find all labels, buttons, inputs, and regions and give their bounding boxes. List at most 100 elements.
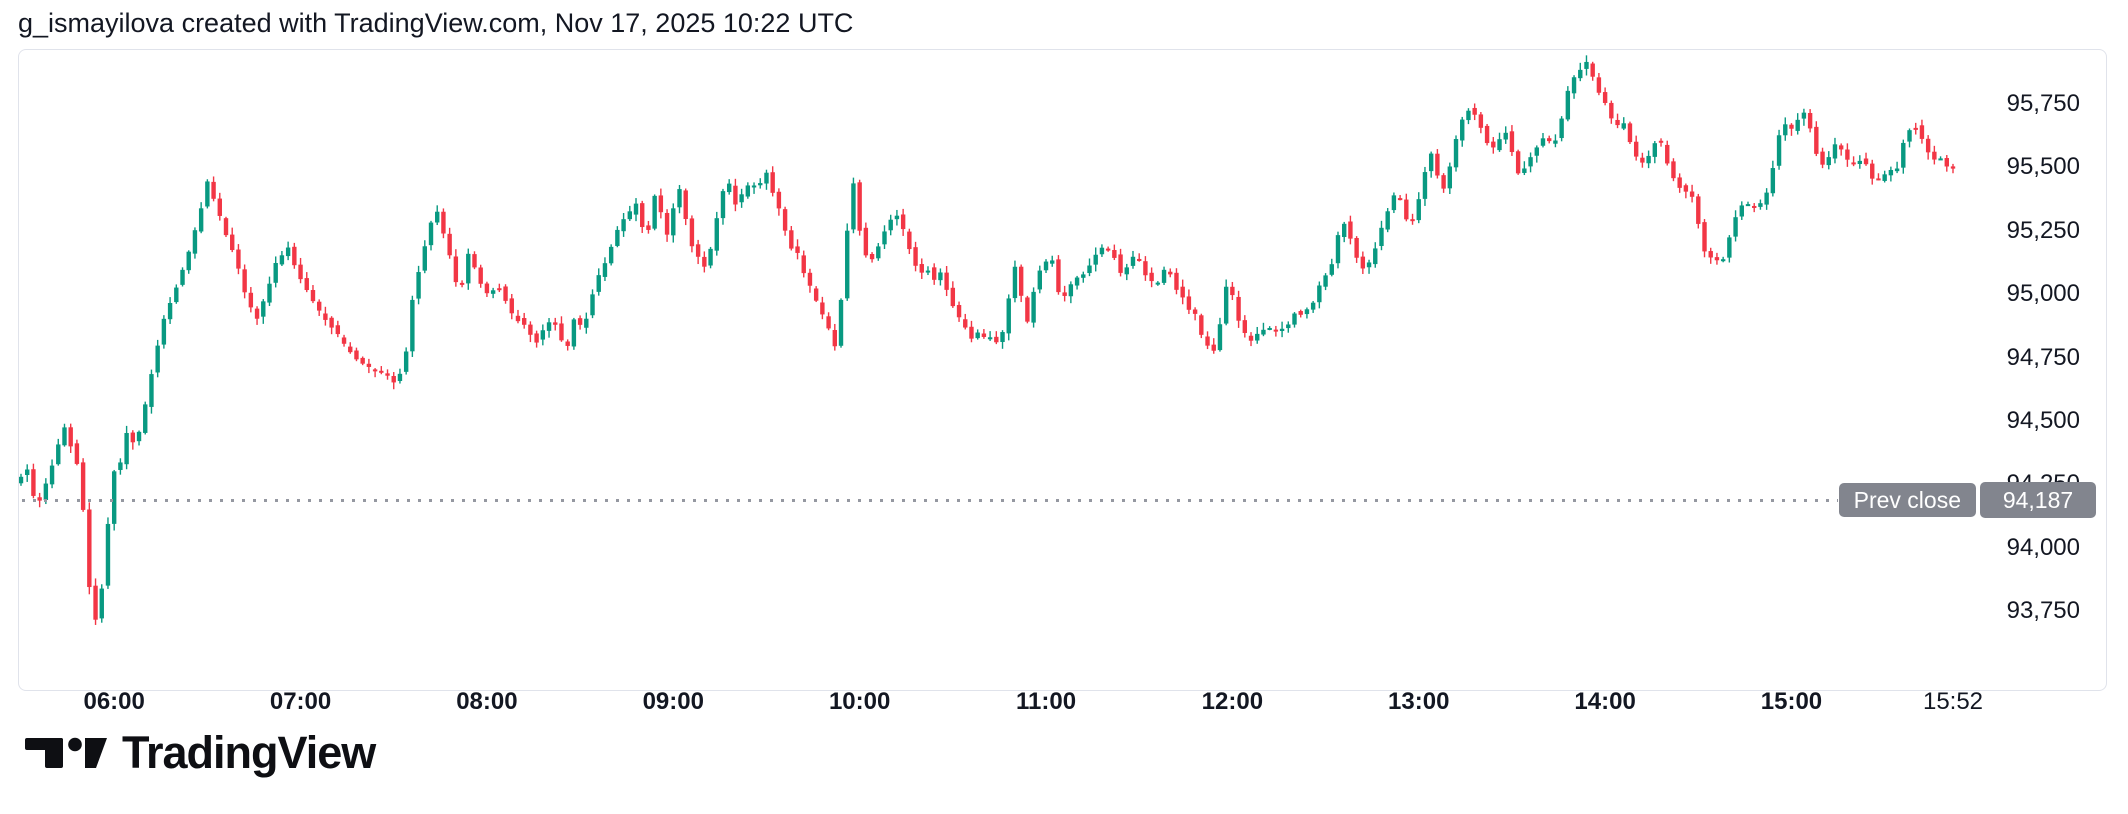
candle — [553, 317, 558, 331]
candle — [1211, 338, 1216, 354]
candle — [1491, 137, 1496, 154]
candle — [1410, 213, 1415, 225]
candle — [758, 178, 763, 189]
candle — [1515, 149, 1521, 175]
candle — [1155, 281, 1161, 286]
candle — [1124, 263, 1129, 281]
candle — [1037, 265, 1042, 294]
price-tick-label: 95,750 — [2006, 90, 2080, 117]
candle — [1329, 258, 1334, 277]
candle — [1056, 255, 1061, 295]
candle — [1242, 315, 1248, 338]
candle — [1764, 188, 1769, 210]
candle — [1857, 155, 1863, 169]
candle — [776, 188, 782, 216]
candle — [540, 324, 546, 346]
candle — [838, 298, 844, 348]
candle — [1192, 307, 1198, 321]
candle — [1950, 163, 1956, 174]
snapshot-title: g_ismayilova created with TradingView.co… — [18, 8, 854, 38]
candle — [1217, 317, 1223, 352]
candle — [1093, 247, 1098, 272]
candle — [1360, 251, 1366, 274]
candle — [1248, 332, 1254, 347]
candle — [174, 284, 179, 304]
candle — [74, 439, 80, 466]
candle — [124, 425, 129, 470]
candle — [1168, 268, 1173, 278]
candle — [1180, 279, 1185, 305]
candle — [646, 220, 651, 234]
candle — [1186, 289, 1192, 315]
candle — [1223, 279, 1229, 326]
candle — [869, 252, 875, 263]
price-tick-label: 94,000 — [2006, 533, 2080, 561]
candle — [403, 347, 409, 375]
time-tick-label: 15:00 — [1760, 688, 1823, 715]
candle — [733, 178, 738, 212]
candle — [335, 320, 341, 338]
candle — [1397, 195, 1403, 201]
candle — [1584, 55, 1589, 76]
candle — [1118, 248, 1123, 277]
candle — [857, 179, 862, 236]
candle — [441, 208, 446, 239]
candle — [1304, 307, 1310, 319]
candle — [813, 286, 819, 303]
candle — [49, 459, 55, 489]
candle — [1640, 152, 1645, 168]
candle — [1733, 210, 1738, 242]
candle — [1708, 247, 1713, 264]
candle — [329, 316, 334, 335]
candle — [31, 463, 36, 499]
candle — [944, 266, 949, 297]
candle — [254, 306, 260, 325]
candle — [981, 329, 987, 339]
candle — [1354, 236, 1359, 263]
candle — [1888, 166, 1894, 182]
candle — [372, 368, 378, 378]
candle — [1938, 156, 1943, 161]
candle — [509, 293, 514, 320]
candle — [751, 182, 757, 194]
candle — [720, 188, 726, 225]
candle — [1633, 135, 1639, 161]
candle — [93, 578, 98, 625]
candle — [1932, 145, 1937, 165]
candle — [1789, 123, 1794, 136]
candle — [453, 249, 459, 287]
tradingview-logo[interactable]: TradingView — [25, 730, 376, 775]
candle — [1174, 268, 1179, 295]
candle — [1286, 321, 1291, 333]
candle — [316, 299, 322, 316]
candle — [192, 227, 198, 259]
candle — [490, 287, 496, 299]
candle — [571, 317, 577, 350]
candle — [1683, 183, 1689, 199]
candle — [876, 243, 881, 261]
candle — [1149, 267, 1154, 288]
candlestick-plot[interactable] — [19, 50, 2108, 692]
candle — [1292, 312, 1297, 328]
candle — [1801, 108, 1807, 126]
candle — [236, 244, 241, 275]
candle — [1596, 73, 1602, 96]
candle — [1540, 133, 1546, 148]
candle — [1143, 256, 1148, 281]
candle — [1559, 116, 1564, 142]
candle — [1025, 295, 1030, 324]
candle — [422, 240, 427, 274]
candle — [745, 182, 751, 199]
candle — [1752, 203, 1757, 213]
candle — [1050, 255, 1055, 267]
candle — [956, 301, 962, 322]
candle — [1901, 139, 1906, 174]
candle — [695, 239, 701, 265]
candle — [1006, 294, 1011, 341]
candle — [217, 192, 222, 221]
candle — [584, 312, 589, 334]
candle — [1503, 126, 1508, 144]
candle — [292, 242, 297, 269]
candle — [1422, 166, 1428, 206]
